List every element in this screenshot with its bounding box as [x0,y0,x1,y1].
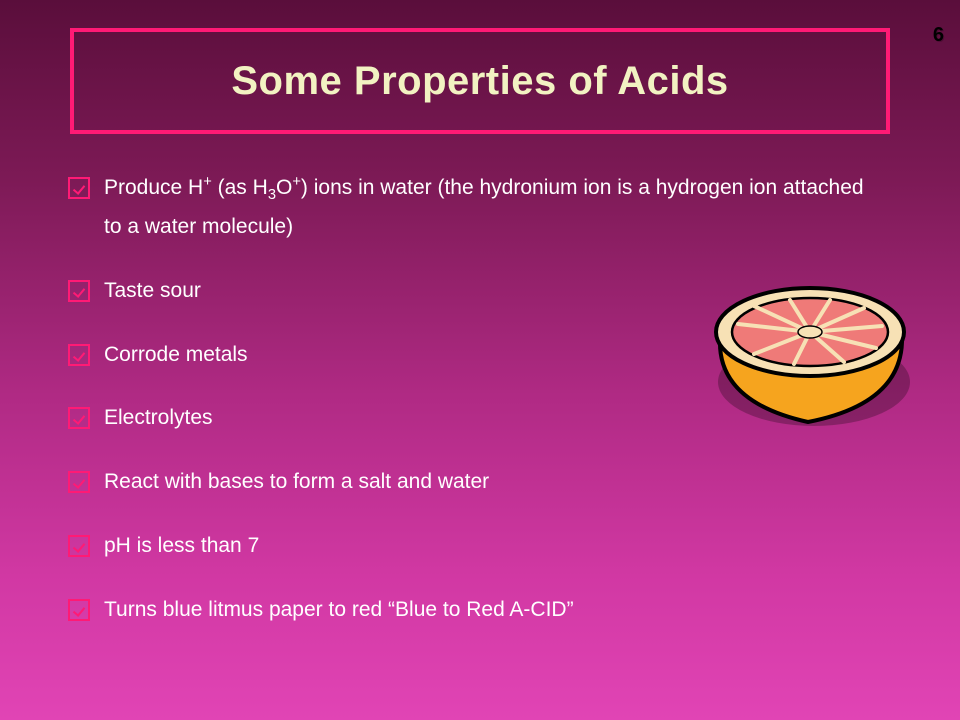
bullet-text: Taste sour [104,272,211,311]
bullet-text: Electrolytes [104,399,223,438]
list-item: React with bases to form a salt and wate… [68,470,888,502]
checkbox-icon [68,344,90,366]
checkbox-icon [68,535,90,557]
list-item: Turns blue litmus paper to red “Blue to … [68,598,888,630]
citrus-icon [694,262,922,440]
checkbox-icon [68,280,90,302]
checkbox-icon [68,471,90,493]
checkbox-icon [68,599,90,621]
list-item: pH is less than 7 [68,534,888,566]
bullet-text: Corrode metals [104,336,258,375]
checkbox-icon [68,407,90,429]
list-item: Produce H+ (as H3O+) ions in water (the … [68,176,888,247]
bullet-text: React with bases to form a salt and wate… [104,463,499,502]
title-box: Some Properties of Acids [70,28,890,134]
checkbox-icon [68,177,90,199]
page-title: Some Properties of Acids [231,59,728,104]
bullet-text: Turns blue litmus paper to red “Blue to … [104,591,584,630]
bullet-text: pH is less than 7 [104,527,269,566]
page-number: 6 [933,24,944,47]
bullet-text: Produce H+ (as H3O+) ions in water (the … [104,169,888,247]
